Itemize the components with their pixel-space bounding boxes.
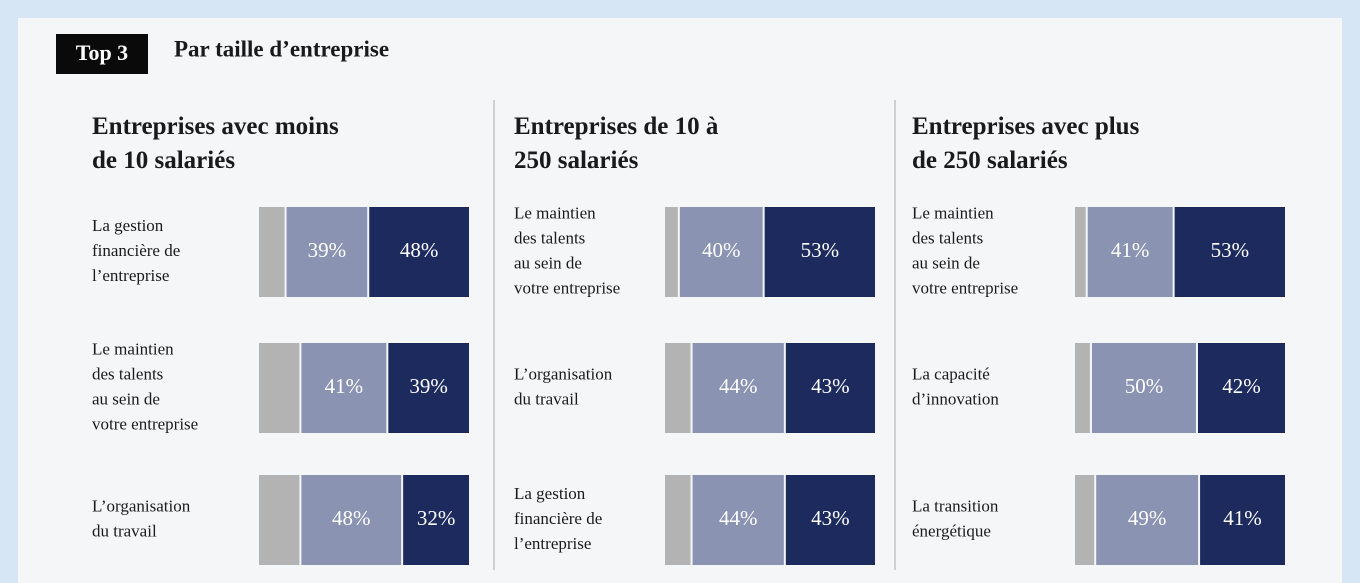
bar-segment	[665, 343, 691, 433]
value-label: 53%	[801, 238, 840, 262]
bar-segment	[286, 207, 368, 297]
bar-segment	[785, 475, 875, 565]
value-label: 53%	[1211, 238, 1250, 262]
bar-segment	[1075, 475, 1095, 565]
bar-segment	[785, 343, 875, 433]
bar-segment	[1174, 207, 1285, 297]
header-title: Par taille d’entreprise	[174, 36, 389, 61]
bar-segment	[1197, 343, 1285, 433]
category-label: La gestion financière de l’entreprise	[514, 484, 602, 553]
value-label: 41%	[1223, 506, 1262, 530]
badge-box	[56, 34, 148, 74]
category-label: Le maintien des talents au sein de votre en…	[514, 203, 620, 297]
badge: Top 3	[76, 40, 128, 65]
value-label: 43%	[811, 506, 850, 530]
value-label: 39%	[308, 238, 347, 262]
bar-segment	[1091, 343, 1196, 433]
bar-segment	[1087, 207, 1173, 297]
bar-segment	[259, 475, 300, 565]
value-label: 48%	[332, 506, 371, 530]
category-label: La capacité d’innovation	[912, 364, 999, 408]
panel-title: Entreprises de 10 à 250 salariés	[514, 113, 719, 174]
bar-segment	[1075, 207, 1086, 297]
category-label: L’organisation du travail	[92, 496, 191, 540]
category-label: L’organisation du travail	[514, 364, 613, 408]
category-label: La transition énergétique	[912, 496, 999, 540]
value-label: 44%	[719, 506, 758, 530]
category-label: La gestion financière de l’entreprise	[92, 216, 180, 285]
bar-segment	[1200, 475, 1285, 565]
bar-segment	[665, 475, 691, 565]
bar-segment	[692, 343, 784, 433]
value-label: 50%	[1125, 374, 1164, 398]
bar-segment	[301, 343, 387, 433]
bar-segment	[692, 475, 784, 565]
value-label: 41%	[325, 374, 364, 398]
value-label: 48%	[400, 238, 439, 262]
bar-segment	[388, 343, 469, 433]
value-label: 41%	[1111, 238, 1150, 262]
panel-title: Entreprises avec plus de 250 salariés	[912, 113, 1140, 174]
bar-segment	[665, 207, 678, 297]
value-label: 39%	[409, 374, 448, 398]
bar-segment	[764, 207, 875, 297]
value-label: 49%	[1128, 506, 1167, 530]
bar-segment	[403, 475, 469, 565]
bar-segment	[259, 343, 300, 433]
panel-title: Entreprises avec moins de 10 salariés	[92, 113, 339, 174]
value-label: 32%	[417, 506, 456, 530]
bar-segment	[1075, 343, 1090, 433]
value-label: 43%	[811, 374, 850, 398]
value-label: 44%	[719, 374, 758, 398]
value-label: 40%	[702, 238, 741, 262]
bar-segment	[369, 207, 469, 297]
bar-segment	[679, 207, 763, 297]
category-label: Le maintien des talents au sein de votre en…	[92, 339, 198, 433]
bar-segment	[1096, 475, 1199, 565]
value-label: 42%	[1222, 374, 1261, 398]
bar-segment	[301, 475, 402, 565]
category-label: Le maintien des talents au sein de votre en…	[912, 203, 1018, 297]
bar-segment	[259, 207, 285, 297]
